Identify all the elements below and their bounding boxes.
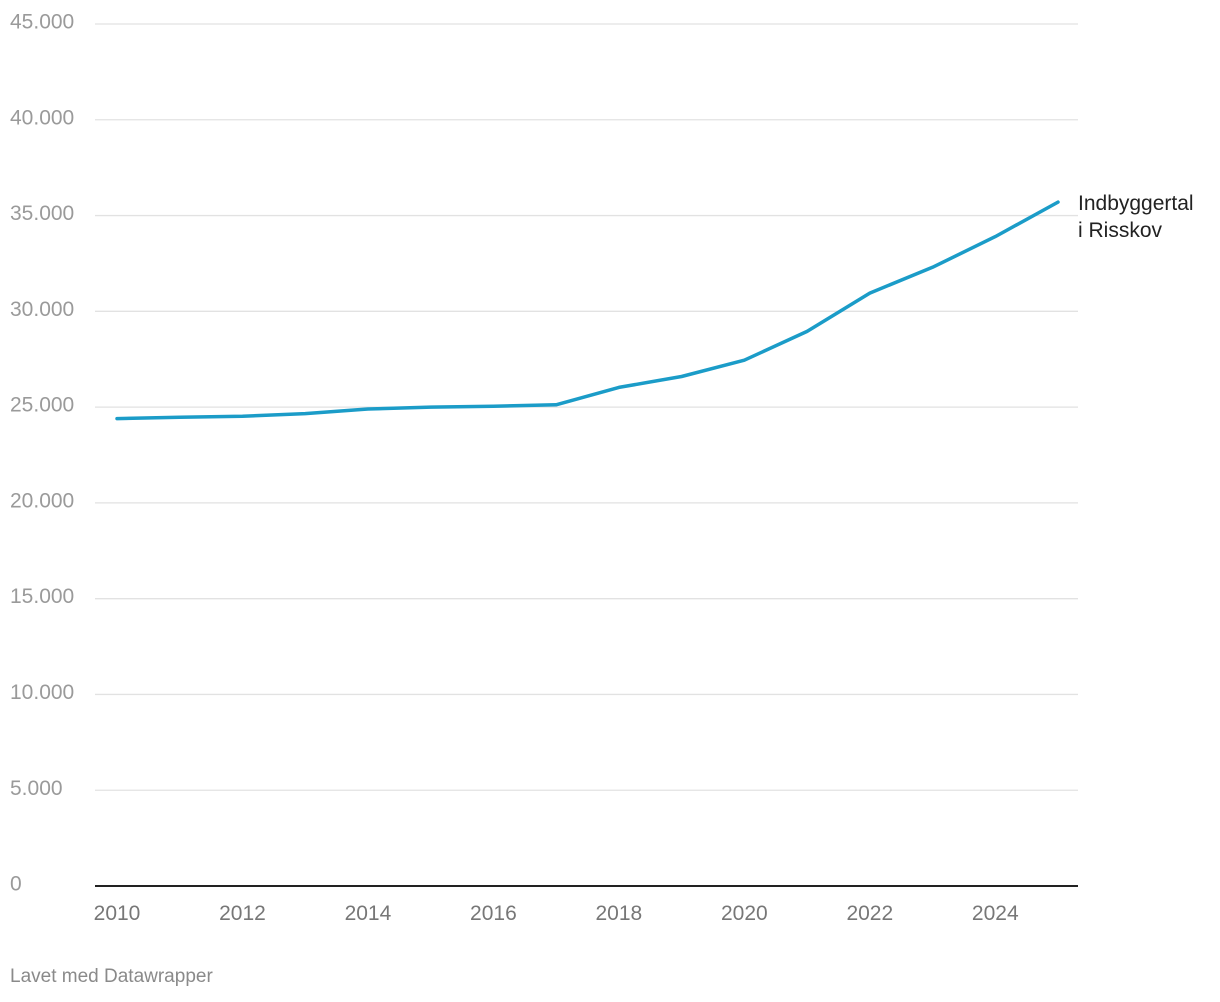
- series-layer: Indbyggertal i Risskov: [115, 192, 1194, 421]
- line-chart: 0 5.000 10.000 15.000 20.000 25.000 30.000 35.0…: [10, 11, 1194, 925]
- x-tick-label: 2010: [94, 902, 141, 925]
- y-tick-label: 5.000: [10, 777, 63, 800]
- y-tick-label: 20.000: [10, 489, 74, 512]
- y-tick-label: 15.000: [10, 585, 74, 608]
- y-tick-label: 45.000: [10, 11, 74, 34]
- x-tick-label: 2014: [345, 902, 392, 925]
- y-tick-label: 30.000: [10, 298, 74, 321]
- gridlines: [95, 23, 1078, 887]
- series-label: Indbyggertal: [1078, 192, 1194, 215]
- x-tick-label: 2024: [972, 902, 1019, 925]
- series-label: i Risskov: [1078, 219, 1163, 242]
- y-tick-label: 0: [10, 873, 22, 896]
- x-tick-label: 2012: [219, 902, 266, 925]
- series-line: [115, 200, 1060, 421]
- x-tick-label: 2016: [470, 902, 517, 925]
- credit-footer: Lavet med Datawrapper: [10, 966, 213, 987]
- y-tick-label: 10.000: [10, 681, 74, 704]
- x-tick-label: 2022: [846, 902, 893, 925]
- x-tick-label: 2018: [596, 902, 643, 925]
- y-axis-ticks: 0 5.000 10.000 15.000 20.000 25.000 30.000 35.0…: [10, 11, 74, 896]
- y-tick-label: 25.000: [10, 394, 74, 417]
- y-tick-label: 35.000: [10, 202, 74, 225]
- x-tick-label: 2020: [721, 902, 768, 925]
- x-axis-ticks: 2010 2012 2014 2016 2018 2020 2022 2024: [94, 902, 1019, 925]
- y-tick-label: 40.000: [10, 106, 74, 129]
